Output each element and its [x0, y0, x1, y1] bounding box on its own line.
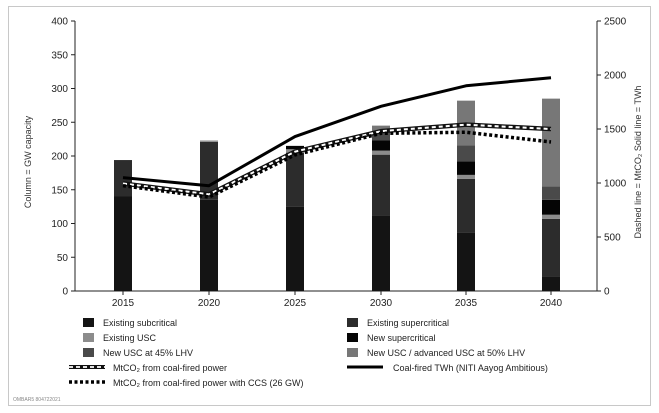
y-right-tick-label: 500: [604, 233, 621, 244]
bar-segment: [372, 154, 390, 216]
legend-swatch: [347, 318, 358, 327]
bar-segment: [542, 98, 560, 187]
line-co2: [122, 123, 552, 196]
x-tick-label: 2040: [540, 298, 563, 309]
y-left-tick-label: 100: [51, 219, 68, 230]
bar-segment: [372, 131, 390, 141]
y-left-tick-label: 350: [51, 50, 68, 61]
bar-segment: [200, 199, 218, 291]
chart-frame: 0 50 100 150 200 250 300 350 400 0 500 1000 1500 2000…: [8, 6, 651, 406]
x-tick-label: 2025: [284, 298, 307, 309]
bar-segment: [457, 178, 475, 233]
bar-segment: [286, 152, 304, 207]
x-tick-label: 2020: [198, 298, 221, 309]
bar-segment: [542, 218, 560, 277]
line-co2-ccs: [122, 130, 552, 199]
bar-segment: [114, 196, 132, 291]
bar-segment: [200, 140, 218, 142]
y-left-tick-label: 0: [62, 287, 68, 298]
credit-text: OMBAR5 804722021: [13, 397, 61, 403]
x-tick-label: 2015: [112, 298, 135, 309]
legend-swatch: [347, 348, 358, 357]
y-left-tick-label: 300: [51, 84, 68, 95]
legend-label: Existing subcritical: [103, 318, 177, 328]
bar-segment: [542, 186, 560, 200]
legend: Existing subcritical Existing supercritic…: [69, 318, 548, 388]
y-right-tick-label: 2000: [604, 71, 627, 82]
bar-segment: [286, 206, 304, 291]
bar-segment: [457, 145, 475, 162]
y-left-tick-label: 400: [51, 17, 68, 28]
bar-segment: [542, 276, 560, 291]
y-right-tick-label: 2500: [604, 17, 627, 28]
legend-label: New supercritical: [367, 333, 436, 343]
bar-segment: [286, 145, 304, 150]
bar-segment: [542, 214, 560, 219]
y-left-title: Column = GW capacity: [23, 115, 33, 208]
bar-segment: [372, 140, 390, 151]
x-tick-label: 2030: [370, 298, 393, 309]
bar-segment: [372, 125, 390, 132]
tick-labels: 0 50 100 150 200 250 300 350 400 0 500 1000 1500 2000…: [51, 17, 626, 310]
y-left-tick-label: 250: [51, 118, 68, 129]
legend-swatch: [83, 333, 94, 342]
y-right-tick-label: 0: [604, 287, 610, 298]
legend-label: Coal-fired TWh (NITI Aayog Ambitious): [393, 363, 548, 373]
legend-swatch: [83, 348, 94, 357]
axes: [71, 20, 601, 295]
y-left-tick-label: 50: [57, 253, 69, 264]
bar-segment: [542, 199, 560, 215]
bar-segment: [372, 150, 390, 155]
x-tick-label: 2035: [455, 298, 478, 309]
legend-swatch: [83, 318, 94, 327]
legend-label: Existing USC: [103, 333, 157, 343]
legend-swatch: [347, 333, 358, 342]
legend-label: MtCO₂ from coal-fired power with CCS (26…: [113, 378, 304, 388]
y-left-tick-label: 150: [51, 185, 68, 196]
bar-segment: [457, 232, 475, 291]
bar-segment: [457, 174, 475, 179]
y-left-tick-label: 200: [51, 152, 68, 163]
chart: 0 50 100 150 200 250 300 350 400 0 500 1000 1500 2000…: [13, 17, 643, 404]
legend-label: New USC at 45% LHV: [103, 348, 193, 358]
legend-label: MtCO₂ from coal-fired power: [113, 363, 227, 373]
legend-label: New USC / advanced USC at 50% LHV: [367, 348, 525, 358]
bar-segment: [457, 161, 475, 175]
y-right-tick-label: 1000: [604, 179, 627, 190]
y-right-title: Dashed line = MtCO₂ Solid line = TWh: [633, 86, 643, 239]
legend-label: Existing supercritical: [367, 318, 449, 328]
bar-segment: [372, 215, 390, 291]
lines: [122, 76, 552, 199]
line-coal-twh: [122, 76, 552, 188]
y-right-tick-label: 1500: [604, 125, 627, 136]
